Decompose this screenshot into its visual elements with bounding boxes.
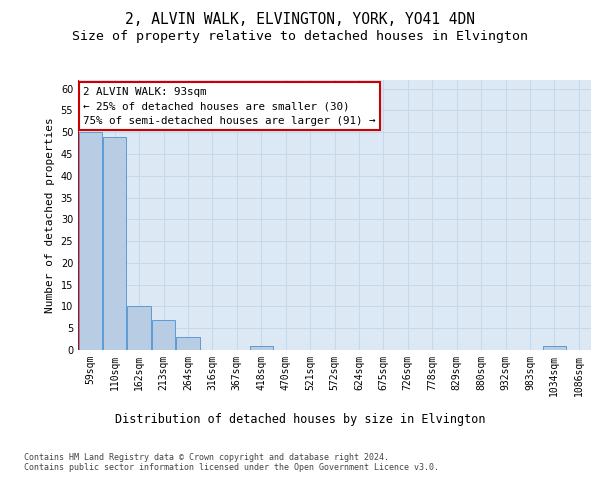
Text: Distribution of detached houses by size in Elvington: Distribution of detached houses by size … <box>115 412 485 426</box>
Text: Contains HM Land Registry data © Crown copyright and database right 2024.
Contai: Contains HM Land Registry data © Crown c… <box>24 452 439 472</box>
Bar <box>127 306 151 350</box>
Text: Size of property relative to detached houses in Elvington: Size of property relative to detached ho… <box>72 30 528 43</box>
Bar <box>543 346 566 350</box>
Bar <box>152 320 175 350</box>
Bar <box>103 136 126 350</box>
Bar <box>176 337 200 350</box>
Y-axis label: Number of detached properties: Number of detached properties <box>45 117 55 313</box>
Bar <box>79 132 102 350</box>
Bar <box>250 346 273 350</box>
Text: 2, ALVIN WALK, ELVINGTON, YORK, YO41 4DN: 2, ALVIN WALK, ELVINGTON, YORK, YO41 4DN <box>125 12 475 28</box>
Text: 2 ALVIN WALK: 93sqm
← 25% of detached houses are smaller (30)
75% of semi-detach: 2 ALVIN WALK: 93sqm ← 25% of detached ho… <box>83 86 376 126</box>
